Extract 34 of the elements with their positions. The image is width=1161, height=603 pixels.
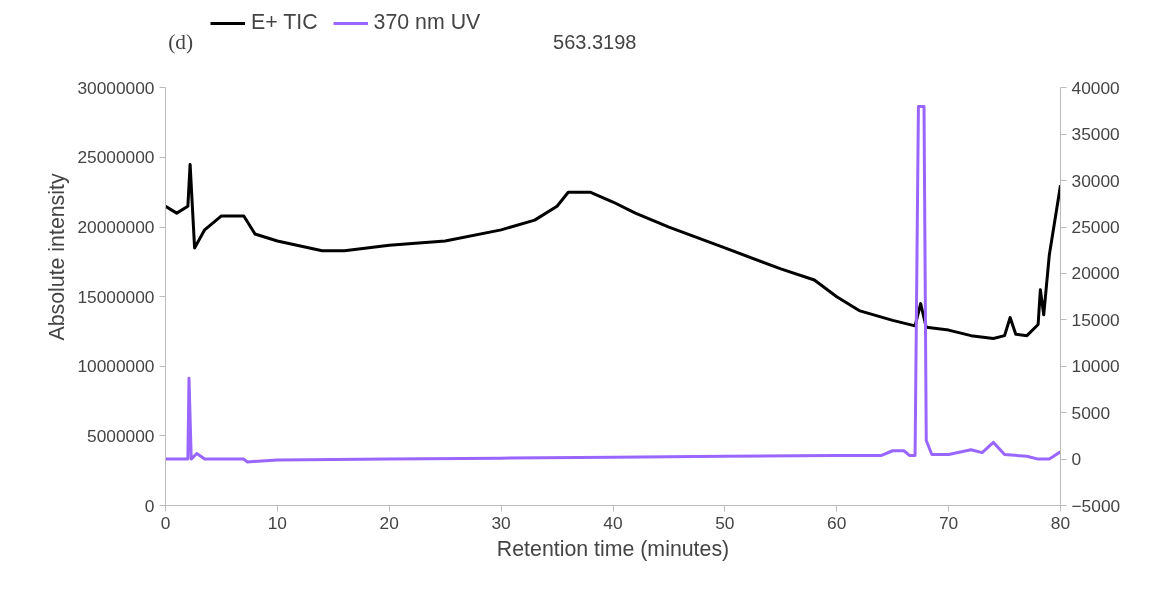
x-axis-title: Retention time (minutes)	[496, 536, 730, 561]
y-tick-label: 10000000	[77, 356, 155, 377]
x-tick-label: 50	[715, 512, 735, 533]
y2-tick-label: 35000	[1071, 124, 1120, 145]
line-series	[165, 104, 1061, 464]
legend-label: 370 nm UV	[373, 10, 481, 35]
y-tick-label: 15000000	[77, 286, 155, 307]
x-tick-label: 60	[827, 512, 847, 533]
line-series	[165, 162, 1061, 340]
x-tick-label: 0	[160, 512, 171, 533]
y2-tick-label: 20000	[1071, 263, 1120, 284]
x-tick-label: 80	[1050, 512, 1071, 533]
x-tick-label: 30	[491, 512, 511, 533]
x-tick-label: 10	[267, 512, 288, 533]
y2-tick-label: 30000	[1071, 170, 1120, 191]
y-tick-label: 0	[144, 495, 155, 516]
y2-tick-label: 40000	[1071, 77, 1120, 98]
text: (d)	[168, 29, 194, 54]
y2-tick-label: 10000	[1071, 356, 1120, 377]
y2-tick-label: 5000	[1071, 402, 1111, 423]
x-tick-label: 70	[938, 512, 959, 533]
y-tick-label: 25000000	[77, 147, 155, 168]
y-tick-label: 5000000	[87, 425, 155, 446]
y-tick-label: 30000000	[77, 77, 155, 98]
legend-label: E+ TIC	[251, 10, 318, 35]
y2-tick-label: 25000	[1071, 217, 1120, 238]
y2-tick-label: 0	[1071, 449, 1082, 470]
y2-tick-label: 15000	[1071, 309, 1120, 330]
y-tick-label: 20000000	[77, 217, 155, 238]
x-tick-label: 20	[379, 512, 399, 533]
y-axis-title: Absolute intensity	[45, 173, 70, 341]
y2-tick-label: −5000	[1071, 495, 1121, 516]
text: 563.3198	[553, 30, 637, 53]
x-tick-label: 40	[603, 512, 623, 533]
